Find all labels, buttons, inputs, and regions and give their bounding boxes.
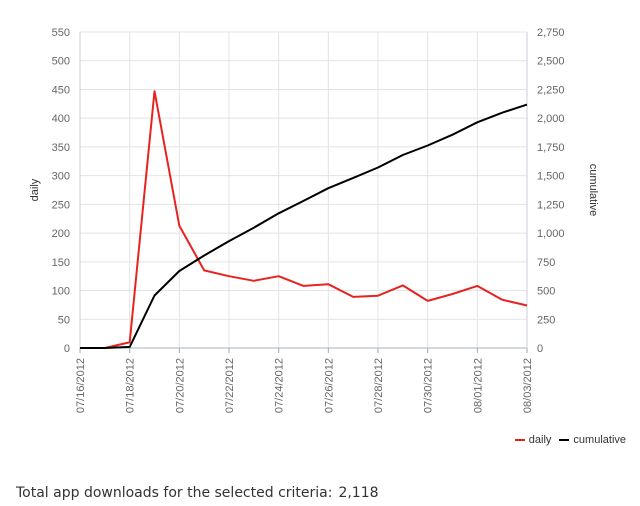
x-tick-label: 07/24/2012 bbox=[274, 358, 286, 413]
y-tick-label-left: 350 bbox=[52, 142, 70, 154]
x-tick-label: 08/03/2012 bbox=[522, 358, 534, 413]
x-tick-label: 07/20/2012 bbox=[174, 358, 186, 413]
y-tick-label-right: 750 bbox=[537, 257, 555, 269]
total-downloads-label: Total app downloads for the selected cri… bbox=[16, 485, 333, 501]
legend-swatch-daily bbox=[514, 439, 525, 441]
y-tick-label-right: 1,500 bbox=[537, 171, 565, 183]
y-axis-title-right: cumulative bbox=[587, 164, 599, 217]
total-downloads-summary: Total app downloads for the selected cri… bbox=[16, 485, 379, 501]
y-tick-label-left: 0 bbox=[64, 343, 70, 355]
y-tick-label-right: 1,750 bbox=[537, 142, 565, 154]
y-tick-label-left: 200 bbox=[52, 228, 70, 240]
y-tick-label-left: 550 bbox=[52, 27, 70, 39]
y-tick-label-left: 150 bbox=[52, 257, 70, 269]
x-tick-label: 07/18/2012 bbox=[125, 358, 137, 413]
x-tick-label: 08/01/2012 bbox=[472, 358, 484, 413]
y-tick-label-right: 0 bbox=[537, 343, 543, 355]
legend-swatch-cumulative bbox=[559, 439, 570, 441]
y-axis-title-left: daily bbox=[29, 178, 41, 201]
y-tick-label-right: 250 bbox=[537, 314, 555, 326]
legend-item-cumulative[interactable]: cumulative bbox=[559, 434, 626, 446]
y-tick-label-left: 500 bbox=[52, 56, 70, 68]
axes bbox=[79, 32, 528, 353]
legend-label-cumulative: cumulative bbox=[573, 434, 626, 446]
y-tick-label-left: 450 bbox=[52, 84, 70, 96]
legend-label-daily: daily bbox=[528, 434, 552, 446]
total-downloads-value: 2,118 bbox=[338, 485, 379, 501]
y-tick-label-left: 100 bbox=[52, 286, 70, 298]
y-tick-label-right: 2,000 bbox=[537, 113, 565, 125]
y-tick-label-right: 500 bbox=[537, 286, 555, 298]
tick-labels: 0 0 50 250 100 500 150 750 200 1,000 250 1,250 300 1,… bbox=[52, 27, 565, 413]
x-tick-label: 07/16/2012 bbox=[75, 358, 87, 413]
y-tick-label-right: 2,500 bbox=[537, 56, 565, 68]
y-tick-label-left: 400 bbox=[52, 113, 70, 125]
x-tick-label: 07/26/2012 bbox=[323, 358, 335, 413]
y-tick-label-left: 250 bbox=[52, 199, 70, 211]
x-tick-label: 07/22/2012 bbox=[224, 358, 236, 413]
x-tick-label: 07/30/2012 bbox=[423, 358, 435, 413]
y-tick-label-right: 2,250 bbox=[537, 84, 565, 96]
legend: daily cumulative bbox=[514, 434, 626, 446]
y-tick-label-left: 50 bbox=[58, 314, 70, 326]
series-line-cumulative bbox=[80, 103, 528, 349]
y-tick-label-right: 1,000 bbox=[537, 228, 565, 240]
grid-lines bbox=[80, 31, 527, 348]
y-tick-label-left: 300 bbox=[52, 171, 70, 183]
y-tick-label-right: 2,750 bbox=[537, 27, 565, 39]
series bbox=[80, 90, 528, 349]
series-line-daily bbox=[80, 90, 528, 349]
chart: 0 0 50 250 100 500 150 750 200 1,000 250 1,250 300 1,… bbox=[29, 27, 599, 413]
legend-item-daily[interactable]: daily bbox=[514, 434, 552, 446]
x-tick-label: 07/28/2012 bbox=[373, 358, 385, 413]
y-tick-label-right: 1,250 bbox=[537, 199, 565, 211]
